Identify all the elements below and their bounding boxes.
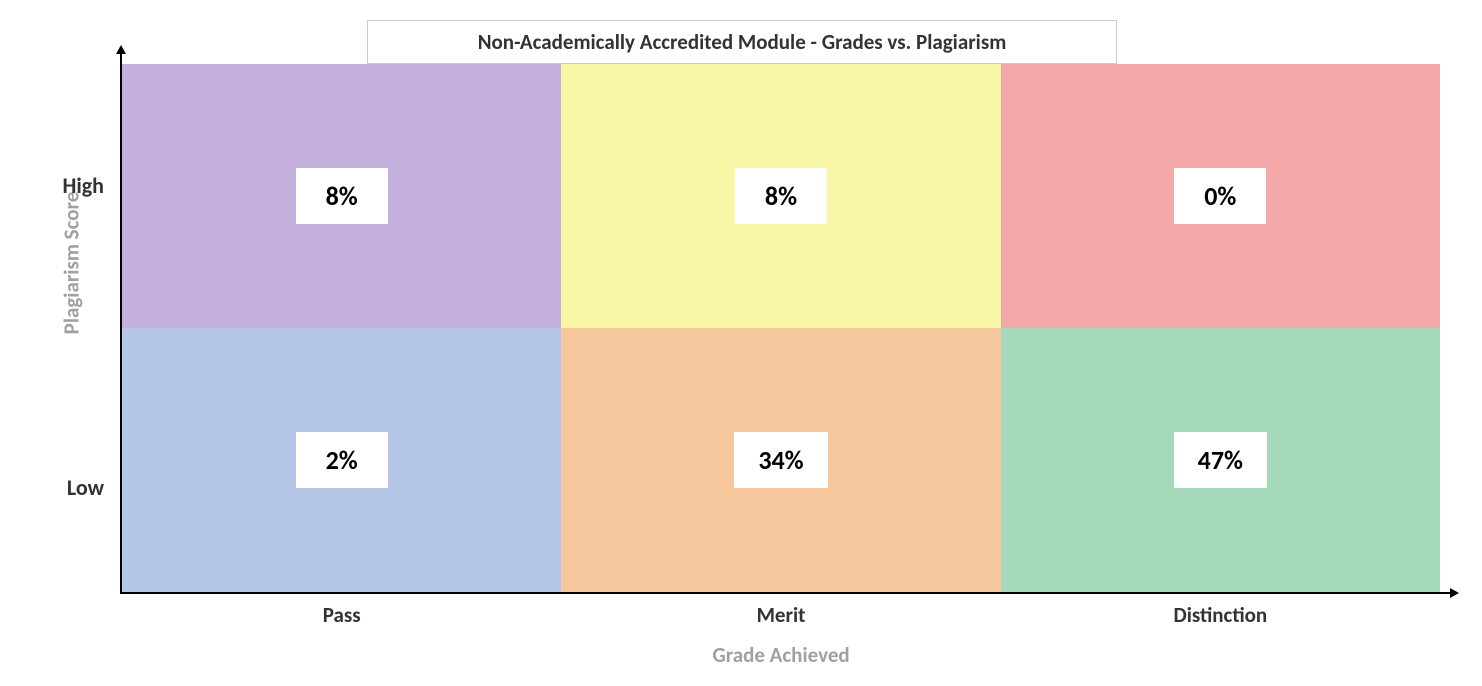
cell-value: 0% (1174, 168, 1266, 224)
y-label-low: Low (20, 474, 104, 501)
cell-value: 2% (296, 432, 388, 488)
x-label-pass: Pass (122, 602, 561, 632)
x-axis-title: Grade Achieved (122, 642, 1440, 668)
cell-value: 47% (1174, 432, 1267, 488)
y-axis-labels: High Low (20, 64, 112, 592)
chart-container: Non-Academically Accredited Module - Gra… (120, 20, 1460, 640)
cell-low-distinction: 47% (1001, 328, 1440, 592)
x-axis-line (120, 592, 1454, 594)
x-label-distinction: Distinction (1001, 602, 1440, 632)
cell-low-pass: 2% (122, 328, 561, 592)
cell-low-merit: 34% (561, 328, 1000, 592)
x-axis-arrow-icon (1450, 588, 1459, 598)
chart-title: Non-Academically Accredited Module - Gra… (478, 29, 1007, 55)
cell-high-merit: 8% (561, 64, 1000, 328)
cell-value: 34% (734, 432, 827, 488)
cell-high-distinction: 0% (1001, 64, 1440, 328)
plot-area: 8% 8% 0% 2% 34% 47% (120, 64, 1440, 594)
cell-value: 8% (296, 168, 388, 224)
heatmap-grid: 8% 8% 0% 2% 34% 47% (122, 64, 1440, 592)
y-label-high: High (20, 172, 104, 199)
cell-high-pass: 8% (122, 64, 561, 328)
chart-title-box: Non-Academically Accredited Module - Gra… (367, 20, 1117, 64)
x-axis-labels: Pass Merit Distinction (122, 602, 1440, 632)
y-axis-arrow-icon (116, 45, 126, 54)
cell-value: 8% (735, 168, 827, 224)
x-label-merit: Merit (561, 602, 1000, 632)
